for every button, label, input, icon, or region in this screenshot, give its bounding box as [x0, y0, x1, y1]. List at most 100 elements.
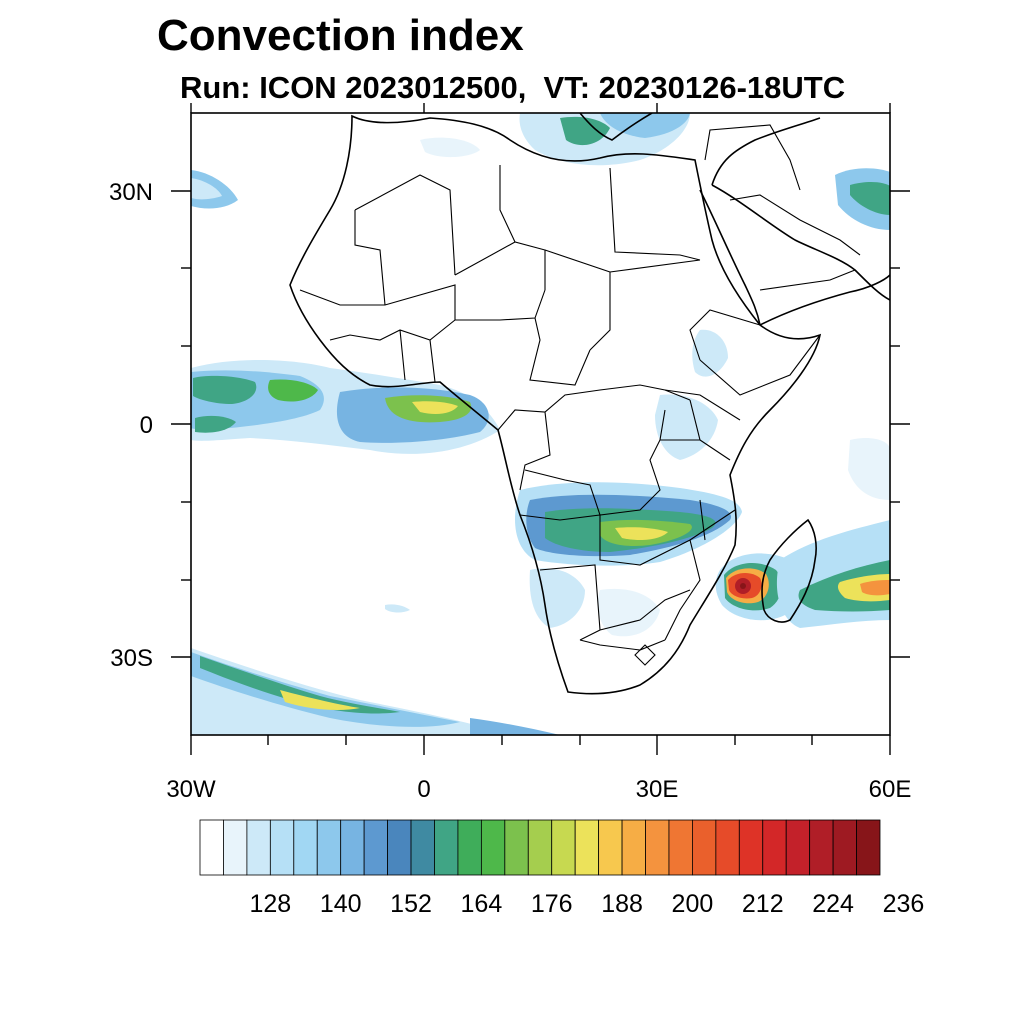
- y-axis-labels: 30N 0 30S: [109, 179, 153, 672]
- africa-coastline: [289, 114, 822, 695]
- madagascar-band-hot: [860, 580, 890, 596]
- colorbar-swatch: [293, 819, 318, 876]
- colorbar-swatch: [269, 819, 295, 876]
- colorbar-swatch: [223, 819, 248, 876]
- border-levant: [704, 124, 801, 191]
- y-tick-label: 0: [140, 412, 153, 439]
- med-core: [560, 116, 610, 146]
- colorbar-swatch: [574, 819, 600, 876]
- cyclone-eye: [740, 583, 746, 589]
- colorbar-swatch: [645, 819, 670, 876]
- colorbar-swatch: [480, 819, 506, 876]
- border-mozambique: [664, 499, 706, 641]
- x-tick-label: 0: [417, 776, 430, 803]
- border-horn: [689, 309, 821, 396]
- gulf-guinea-hot: [412, 401, 458, 414]
- border-west-africa: [329, 319, 456, 383]
- south-atlantic-patch: [385, 604, 410, 613]
- southern-band-east: [470, 718, 560, 735]
- border-algeria: [354, 174, 456, 306]
- itcz-core-west2: [268, 379, 318, 402]
- y-tick-label: 30S: [110, 645, 153, 672]
- colorbar-label: 188: [601, 890, 643, 918]
- convection-field: [191, 113, 890, 735]
- colorbar-swatch: [387, 819, 412, 876]
- colorbar-swatch: [434, 819, 459, 876]
- southern-band-mid: [191, 652, 460, 727]
- colorbar-label: 152: [390, 890, 432, 918]
- mediterranean-north-coast: [579, 113, 653, 141]
- x-tick-label: 30W: [166, 776, 216, 803]
- colorbar-label: 200: [672, 890, 714, 918]
- coastlines: [289, 113, 890, 695]
- colorbar-swatch: [715, 819, 740, 876]
- border-sahel: [299, 284, 546, 321]
- axis-ticks: [171, 103, 910, 755]
- chart-subtitle: Run: ICON 2023012500, VT: 20230126-18UTC: [180, 70, 846, 105]
- colorbar-swatch: [692, 819, 717, 876]
- itcz-core-west3: [195, 415, 236, 433]
- colorbar-swatch: [668, 819, 693, 876]
- colorbar-labels: 128 140 152 164 176 188 200 212 224 236: [249, 890, 924, 918]
- colorbar-label: 128: [249, 890, 291, 918]
- border-libya: [454, 165, 546, 290]
- angola-light: [529, 568, 585, 628]
- colorbar-swatch: [246, 819, 271, 876]
- colorbar: [199, 819, 881, 876]
- southern-band-light: [191, 648, 510, 735]
- colorbar-swatch: [457, 819, 482, 876]
- madagascar-east-patch: [848, 438, 890, 500]
- colorbar-label: 224: [812, 890, 854, 918]
- colorbar-swatch: [340, 819, 365, 876]
- north-africa-fleck: [420, 137, 480, 158]
- colorbar-swatch: [762, 819, 787, 876]
- colorbar-label: 164: [461, 890, 503, 918]
- persian-gulf-core: [850, 182, 890, 215]
- colorbar-swatch: [856, 819, 881, 876]
- colorbar-swatch: [621, 819, 646, 876]
- ethiopia-patch: [692, 329, 728, 377]
- colorbar-swatch: [598, 819, 623, 876]
- colorbar-swatch: [551, 819, 576, 876]
- colorbar-swatch: [832, 819, 857, 876]
- colorbar-label: 236: [883, 890, 925, 918]
- botswana-light: [597, 588, 660, 637]
- madagascar-coastline: [761, 518, 817, 623]
- colorbar-swatch: [410, 819, 435, 876]
- colorbar-label: 176: [531, 890, 573, 918]
- border-east-africa: [660, 389, 741, 461]
- central-africa-hot: [615, 527, 668, 540]
- border-central-africa: [497, 384, 691, 491]
- colorbar-swatch: [363, 819, 388, 876]
- itcz-core-west: [193, 375, 257, 404]
- borders: [299, 124, 861, 666]
- colorbar-swatch: [527, 819, 553, 876]
- colorbar-label: 212: [742, 890, 784, 918]
- red-sea-coast: [699, 189, 761, 326]
- east-africa-patch: [655, 394, 718, 460]
- atlantic-north-core: [191, 178, 222, 200]
- southern-band-hot: [280, 690, 360, 710]
- x-tick-label: 60E: [869, 776, 912, 803]
- border-egypt: [609, 167, 701, 261]
- arabia-coastline: [711, 117, 890, 301]
- colorbar-swatch: [199, 819, 224, 876]
- colorbar-swatch: [316, 819, 342, 876]
- border-namibia-botswana: [539, 564, 691, 641]
- border-south-africa: [579, 639, 666, 666]
- border-drc: [524, 409, 666, 516]
- border-sudan: [544, 249, 701, 351]
- colorbar-swatch: [809, 819, 834, 876]
- border-arabia: [729, 194, 861, 291]
- colorbar-label: 140: [320, 890, 362, 918]
- x-tick-label: 30E: [636, 776, 679, 803]
- chart-title: Convection index: [157, 11, 524, 60]
- border-chad: [529, 317, 591, 386]
- colorbar-swatch: [504, 819, 529, 876]
- x-axis-labels: 30W 0 30E 60E: [166, 776, 911, 803]
- y-tick-label: 30N: [109, 179, 153, 206]
- arabia-south-coast: [759, 274, 890, 326]
- colorbar-swatch: [785, 819, 811, 876]
- colorbar-swatch: [738, 819, 764, 876]
